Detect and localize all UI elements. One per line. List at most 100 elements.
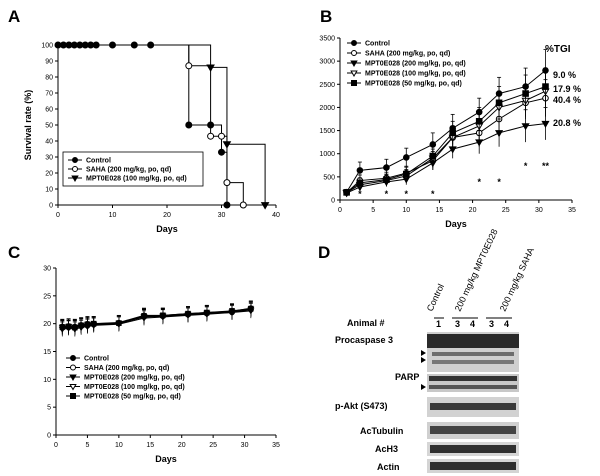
survival-point — [223, 201, 231, 209]
weight-legend-marker — [70, 393, 76, 399]
tumor-x-tick-label: 20 — [469, 207, 477, 214]
survival-legend-marker — [72, 166, 78, 172]
survival-legend-marker — [72, 157, 78, 163]
animal-3b: 3 — [489, 319, 494, 329]
survival-series-line — [58, 44, 244, 205]
survival-y-tick-label: 90 — [45, 59, 53, 66]
western-blot-panel: Control 200 mg/kg MPT0E028 200 mg/kg SAH… — [335, 227, 536, 473]
band-procaspase3-cleaved1 — [432, 352, 514, 356]
tumor-point — [541, 120, 550, 128]
survival-point — [185, 121, 193, 129]
tumor-x-axis-label: Days — [445, 219, 467, 229]
survival-x-tick-label: 20 — [163, 212, 171, 219]
survival-x-axis-label: Days — [156, 224, 178, 234]
survival-legend-entry: SAHA (200 mg/kg, po, qd) — [86, 167, 171, 174]
weight-point — [116, 320, 122, 326]
tumor-volume-chart: 0 5 10 15 20 25 30 35 0 500 1000 1500 2000 2500 3000 35… — [319, 36, 581, 230]
weight-y-tick-label: 20 — [43, 321, 51, 328]
tumor-point — [356, 167, 364, 174]
tumor-significance-star: * — [358, 189, 362, 199]
panel-letter-a: A — [8, 7, 20, 26]
row-label-actubulin: AcTubulin — [360, 426, 403, 436]
tumor-series-line — [346, 123, 546, 194]
arrowhead-parp-icon — [421, 384, 426, 390]
tumor-legend-marker — [351, 50, 357, 56]
survival-point — [260, 202, 270, 210]
weight-point — [72, 324, 78, 331]
tumor-y-tick-label: 2000 — [319, 105, 335, 112]
weight-legend-entry: MPT0E028 (200 mg/kg, po, qd) — [84, 375, 185, 382]
tumor-legend-marker — [350, 60, 358, 68]
tumor-y-tick-label: 2500 — [319, 82, 335, 89]
tumor-y-tick-label: 1000 — [319, 151, 335, 158]
row-label-procaspase3: Procaspase 3 — [335, 335, 393, 345]
weight-point — [141, 313, 147, 319]
survival-legend-entry: MPT0E028 (100 mg/kg, po, qd) — [86, 176, 187, 183]
weight-point — [185, 310, 191, 317]
weight-x-tick-label: 25 — [209, 442, 217, 449]
tumor-point — [475, 118, 483, 125]
survival-y-tick-label: 50 — [45, 123, 53, 130]
tumor-point — [402, 154, 410, 161]
body-weight-chart: 0 5 10 15 20 25 30 35 0 5 10 15 20 25 30 Days Control SAH… — [43, 266, 280, 465]
survival-series-line — [58, 44, 266, 205]
tumor-legend-entry: MPT0E028 (50 mg/kg, po, qd) — [365, 81, 462, 88]
weight-legend-marker — [69, 384, 77, 391]
survival-point — [206, 64, 215, 73]
tumor-legend-entry: MPT0E028 (100 mg/kg, po, qd) — [365, 71, 466, 78]
tumor-y-tick-label: 3500 — [319, 36, 335, 43]
survival-y-tick-label: 80 — [45, 75, 53, 82]
panel-letter-c: C — [8, 243, 20, 262]
tumor-x-tick-label: 30 — [535, 207, 543, 214]
blot-group-control: Control — [425, 282, 446, 313]
survival-legend-box — [62, 151, 204, 187]
weight-x-tick-label: 10 — [115, 442, 123, 449]
animal-label: Animal # — [347, 318, 385, 328]
survival-y-tick-label: 60 — [45, 107, 53, 114]
survival-x-tick-label: 0 — [56, 212, 60, 219]
weight-legend-entry: Control — [84, 356, 109, 363]
weight-series-line — [62, 310, 251, 330]
survival-point — [207, 132, 215, 140]
tumor-point — [521, 123, 530, 131]
weight-y-tick-label: 5 — [47, 405, 51, 412]
weight-legend-marker — [69, 374, 77, 382]
tumor-legend-entry: Control — [365, 41, 390, 48]
weight-point — [90, 320, 97, 327]
tumor-point — [542, 83, 549, 90]
survival-point — [239, 201, 247, 209]
band-actin — [430, 462, 516, 470]
weight-point — [204, 309, 210, 316]
survival-point — [223, 179, 231, 187]
animal-4b: 4 — [504, 319, 509, 329]
animal-3a: 3 — [455, 319, 460, 329]
tumor-point — [522, 90, 529, 97]
panel-letter-b: B — [320, 7, 332, 26]
animal-1: 1 — [436, 319, 441, 329]
weight-x-tick-label: 5 — [85, 442, 89, 449]
weight-point — [84, 321, 91, 328]
tumor-tgi-value: 17.9 % — [553, 84, 581, 94]
tumor-series-line — [346, 90, 546, 194]
survival-y-tick-label: 0 — [49, 203, 53, 210]
tumor-tgi-value: 40.4 % — [553, 95, 581, 105]
tumor-point — [343, 189, 350, 196]
tumor-legend-marker — [351, 80, 357, 86]
band-pakt — [430, 403, 516, 410]
tumor-x-tick-label: 10 — [402, 207, 410, 214]
tumor-significance-star: ** — [542, 161, 550, 171]
band-parp-cleaved — [429, 385, 517, 389]
weight-x-tick-label: 30 — [241, 442, 249, 449]
tumor-point — [475, 139, 484, 147]
arrowhead-procaspase3-icon — [421, 350, 426, 363]
survival-x-tick-label: 40 — [272, 212, 280, 219]
survival-y-tick-label: 10 — [45, 187, 53, 194]
survival-legend-marker — [71, 175, 79, 183]
survival-x-tick-label: 30 — [218, 212, 226, 219]
animal-4a: 4 — [470, 319, 475, 329]
band-parp-full — [429, 376, 517, 381]
tumor-significance-star: * — [524, 161, 528, 171]
row-label-actin: Actin — [377, 462, 400, 472]
tumor-point — [495, 130, 504, 138]
tgi-header: %TGI — [545, 44, 571, 55]
